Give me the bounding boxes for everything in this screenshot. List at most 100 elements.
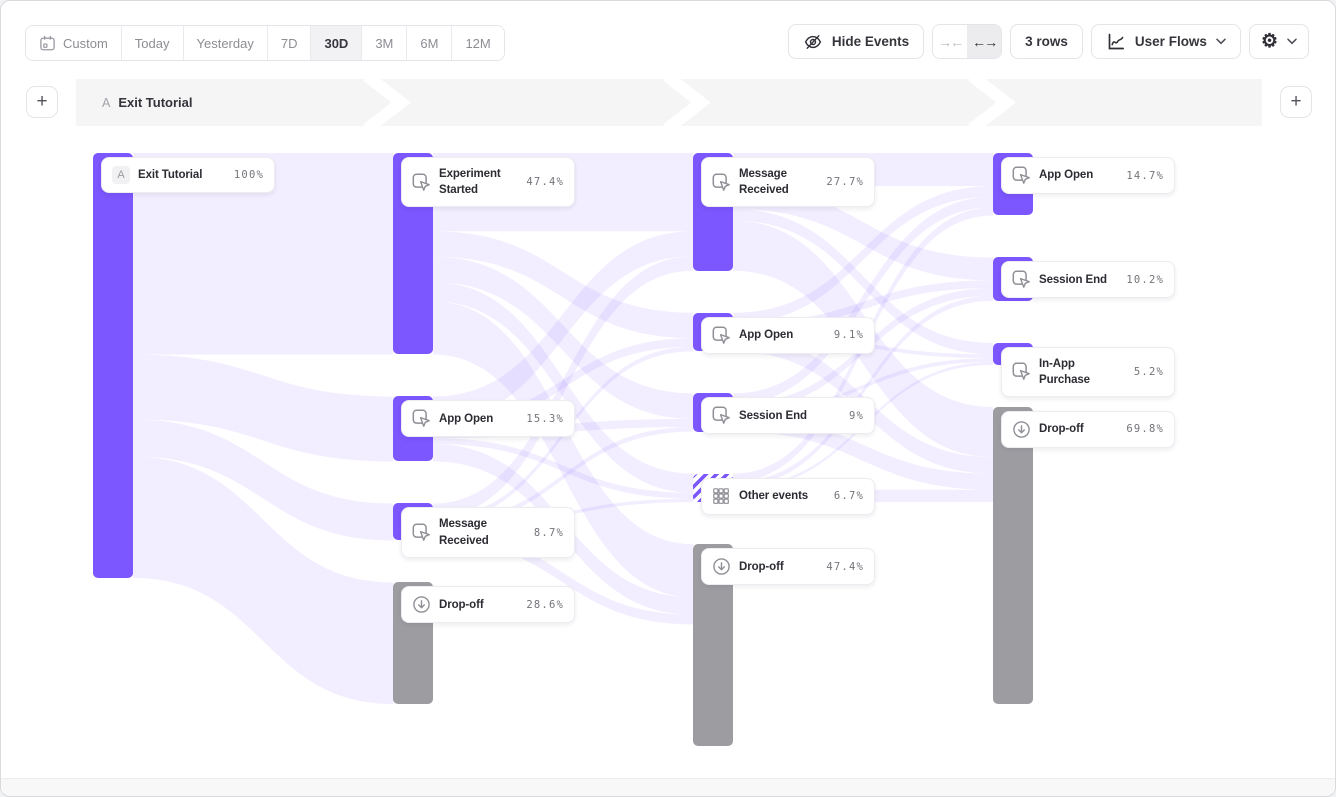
- node-label: Message Received: [739, 168, 789, 197]
- event-icon: [412, 523, 431, 542]
- flow-ribbon: [433, 256, 693, 419]
- settings-dropdown[interactable]: ⚙: [1248, 24, 1309, 59]
- flow-ribbon: [133, 153, 393, 355]
- flow-node-card[interactable]: Drop-off 28.6%: [401, 586, 575, 624]
- dropoff-icon: [412, 595, 431, 614]
- node-label: App Open: [739, 329, 794, 342]
- flow-ribbon: [733, 186, 993, 281]
- node-label: Experiment Started: [439, 168, 501, 197]
- node-percentage: 9.1%: [833, 329, 864, 342]
- dropoff-icon: [712, 557, 731, 576]
- view-type-dropdown[interactable]: User Flows: [1090, 24, 1241, 59]
- flow-node-card[interactable]: Drop-off 47.4%: [701, 548, 875, 586]
- node-percentage: 27.7%: [826, 176, 864, 189]
- date-range-30d[interactable]: 30D: [311, 26, 363, 60]
- date-range-today[interactable]: Today: [121, 26, 184, 60]
- add-step-after-button[interactable]: +: [1280, 86, 1312, 118]
- date-range-6m[interactable]: 6M: [407, 26, 453, 60]
- expand-collapse-toggle: →← ←→: [932, 24, 1003, 59]
- flow-ribbon: [433, 426, 693, 528]
- chevron-down-icon: [1216, 38, 1226, 45]
- flow-ribbon: [433, 231, 693, 422]
- dropoff-icon: [1012, 420, 1031, 439]
- event-icon: [1012, 362, 1031, 381]
- flow-ribbon: [433, 338, 693, 431]
- flow-node-card[interactable]: Other events 6.7%: [701, 477, 875, 515]
- flow-node-card[interactable]: Session End 9%: [701, 397, 875, 435]
- flow-node-card[interactable]: Drop-off 69.8%: [1001, 410, 1175, 448]
- node-label: Session End: [1039, 273, 1107, 286]
- date-range-3m[interactable]: 3M: [362, 26, 408, 60]
- flow-node-card[interactable]: A Exit Tutorial 100%: [101, 157, 275, 193]
- flow-steps-header: A Exit Tutorial: [76, 79, 1262, 126]
- node-percentage: 69.8%: [1126, 423, 1164, 436]
- flow-ribbon: [433, 530, 693, 625]
- node-percentage: 47.4%: [526, 176, 564, 189]
- flow-node-card[interactable]: Session End 10.2%: [1001, 261, 1175, 299]
- node-label: App Open: [439, 412, 494, 425]
- node-label: Drop-off: [739, 560, 784, 573]
- node-percentage: 14.7%: [1126, 169, 1164, 182]
- event-icon: [712, 406, 731, 425]
- date-range-yesterday[interactable]: Yesterday: [183, 26, 268, 60]
- date-range-7d[interactable]: 7D: [267, 26, 312, 60]
- node-label: Drop-off: [439, 598, 484, 611]
- flow-ribbon: [733, 186, 993, 324]
- node-percentage: 10.2%: [1126, 273, 1164, 286]
- flow-ribbon: [733, 196, 993, 405]
- date-range-12m[interactable]: 12M: [452, 26, 504, 60]
- collapse-arrows-icon: →←: [938, 33, 964, 50]
- step-chevron-separators: [363, 79, 1016, 126]
- calendar-icon: [39, 35, 56, 52]
- event-icon: [1012, 270, 1031, 289]
- node-percentage: 15.3%: [526, 412, 564, 425]
- node-percentage: 8.7%: [533, 526, 564, 539]
- flow-node-bar[interactable]: [993, 406, 1033, 704]
- other-events-icon: [712, 487, 731, 506]
- chevron-down-icon: [1287, 38, 1297, 45]
- flow-node-card[interactable]: App Open 15.3%: [401, 400, 575, 438]
- flow-node-card[interactable]: In-App Purchase 5.2%: [1001, 346, 1175, 397]
- node-percentage: 9%: [848, 409, 864, 422]
- event-icon: [712, 326, 731, 345]
- node-label: In-App Purchase: [1039, 357, 1090, 386]
- expand-arrows-icon: ←→: [972, 33, 998, 50]
- flow-node-card[interactable]: App Open 9.1%: [701, 316, 875, 354]
- date-range-custom[interactable]: Custom: [26, 26, 122, 60]
- node-label: Session End: [739, 409, 807, 422]
- node-label: Other events: [739, 490, 809, 503]
- flow-ribbon: [433, 438, 693, 499]
- flow-ribbon: [133, 456, 393, 704]
- step-name: Exit Tutorial: [118, 95, 193, 110]
- node-percentage: 47.4%: [826, 560, 864, 573]
- date-range-picker: Custom Today Yesterday 7D 30D 3M 6M 12M: [25, 25, 505, 61]
- flow-node-card[interactable]: App Open 14.7%: [1001, 157, 1175, 194]
- node-percentage: 100%: [233, 169, 264, 181]
- hide-events-button[interactable]: Hide Events: [787, 24, 925, 59]
- hide-events-label: Hide Events: [831, 34, 910, 49]
- gear-icon: ⚙: [1260, 31, 1278, 52]
- bottom-scroll-gutter: [1, 778, 1335, 796]
- collapse-columns-button[interactable]: →←: [933, 25, 968, 58]
- step-letter: A: [102, 95, 111, 110]
- node-label: Exit Tutorial: [138, 168, 203, 181]
- event-icon: [712, 173, 731, 192]
- flow-node-card[interactable]: Message Received 27.7%: [701, 157, 875, 208]
- step-a-header[interactable]: A Exit Tutorial: [102, 79, 193, 126]
- event-icon: [412, 409, 431, 428]
- flow-node-card[interactable]: Experiment Started 47.4%: [401, 157, 575, 208]
- event-icon: [412, 173, 431, 192]
- plus-icon: +: [1290, 91, 1302, 112]
- add-step-before-button[interactable]: +: [26, 86, 58, 118]
- flow-node-bar[interactable]: [93, 153, 133, 578]
- expand-columns-button[interactable]: ←→: [967, 25, 1002, 58]
- flow-node-card[interactable]: Message Received 8.7%: [401, 507, 575, 558]
- rows-button[interactable]: 3 rows: [1010, 24, 1083, 59]
- node-percentage: 5.2%: [1133, 365, 1164, 378]
- node-label: Message Received: [439, 518, 489, 547]
- flow-ribbon: [733, 415, 993, 490]
- node-percentage: 28.6%: [526, 598, 564, 611]
- flow-ribbon: [433, 231, 693, 339]
- flows-chart-icon: [1106, 32, 1126, 52]
